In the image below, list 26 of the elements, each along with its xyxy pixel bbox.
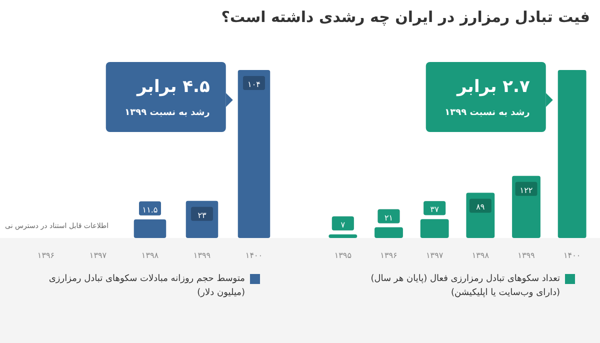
data-label: ۲۳ bbox=[198, 210, 207, 220]
x-tick-label: ۱۳۹۶ bbox=[37, 251, 55, 260]
x-tick-label: ۱۳۹۶ bbox=[380, 251, 398, 260]
x-tick-label: ۱۴۰۰ bbox=[245, 251, 263, 260]
data-label: ۳۷ bbox=[430, 205, 440, 214]
annotation: ۲.۷ برابر bbox=[456, 77, 530, 97]
x-tick-label: ۱۳۹۵ bbox=[334, 251, 352, 260]
annotation: رشد به نسبت ۱۳۹۹ bbox=[444, 108, 530, 118]
annotation: ۴.۵ برابر bbox=[136, 77, 210, 97]
data-label: ۱۲۲ bbox=[520, 186, 533, 195]
legend-label: متوسط حجم روزانه مبادلات سکوهای تبادل رمزارزی (میلیون دلار) bbox=[48, 273, 245, 300]
legend-label: تعداد سکوهای تبادل رمزارزی فعال (پایان هر سال) (دارای وب‌سایت یا اپلیکیشن) bbox=[370, 273, 560, 300]
x-tick-label: ۱۳۹۸ bbox=[141, 251, 160, 260]
annotation: رشد به نسبت ۱۳۹۹ bbox=[124, 108, 210, 118]
x-tick-label: ۱۳۹۹ bbox=[518, 251, 535, 260]
data-label: ۸۹ bbox=[476, 202, 485, 212]
x-tick-label: ۱۳۹۹ bbox=[193, 251, 211, 260]
chart-title: فیت تبادل رمزارز در ایران چه رشدی داشته است؟ bbox=[221, 8, 590, 26]
data-label: ۷ bbox=[340, 220, 346, 230]
x-tick-label: ۱۳۹۷ bbox=[426, 251, 444, 260]
data-label: ۱۱.۵ bbox=[142, 205, 158, 214]
data-label: ۱۰۴ bbox=[248, 80, 260, 89]
data-label: ۲۱ bbox=[384, 213, 394, 222]
x-tick-label: ۱۴۰۰ bbox=[563, 251, 581, 260]
x-tick-label: ۱۳۹۷ bbox=[89, 251, 108, 260]
x-tick-label: ۱۳۹۸ bbox=[472, 251, 490, 260]
